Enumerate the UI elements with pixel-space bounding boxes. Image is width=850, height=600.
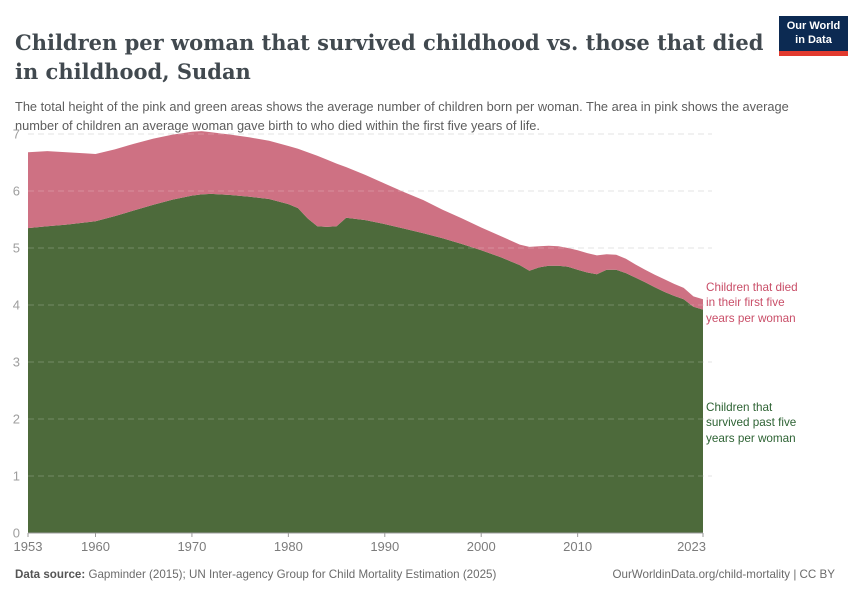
chart-title: Children per woman that survived childho… [15, 30, 764, 85]
owid-logo-accent-bar [779, 50, 848, 56]
owid-cc-link[interactable]: OurWorldinData.org/child-mortality | CC … [612, 568, 835, 581]
x-axis-label: 1970 [177, 539, 206, 554]
area-died [28, 131, 703, 310]
y-axis-label: 4 [13, 298, 20, 313]
owid-logo[interactable]: Our World in Data [779, 16, 848, 56]
y-axis-label: 2 [13, 412, 20, 427]
x-axis-label: 2023 [677, 539, 706, 554]
x-axis-label: 1980 [274, 539, 303, 554]
owid-logo-line1: Our World [786, 20, 841, 32]
owid-logo-line2: in Data [795, 33, 832, 46]
x-axis-label: 1990 [370, 539, 399, 554]
y-axis-label: 1 [13, 469, 20, 484]
series-label-survived: Children that survived past five years p… [706, 401, 797, 445]
x-axis-label: 1953 [14, 539, 43, 554]
x-axis-label: 2010 [563, 539, 592, 554]
area-survived [28, 193, 703, 533]
chart-footer: Data source: Gapminder (2015); UN Inter-… [15, 568, 835, 581]
y-axis-label: 7 [13, 127, 20, 142]
data-source-text: Gapminder (2015); UN Inter-agency Group … [85, 568, 497, 581]
y-axis-label: 5 [13, 241, 20, 256]
x-axis-label: 2000 [467, 539, 496, 554]
y-axis-label: 6 [13, 184, 20, 199]
y-axis-label: 0 [13, 526, 20, 541]
x-axis-label: 1960 [81, 539, 110, 554]
data-source-prefix: Data source: [15, 568, 86, 581]
series-label-died: Children that died in their first five y… [706, 281, 798, 325]
y-axis-label: 3 [13, 355, 20, 370]
owid-logo-text: Our World in Data [779, 16, 848, 51]
chart-subtitle: The total height of the pink and green a… [15, 98, 789, 133]
